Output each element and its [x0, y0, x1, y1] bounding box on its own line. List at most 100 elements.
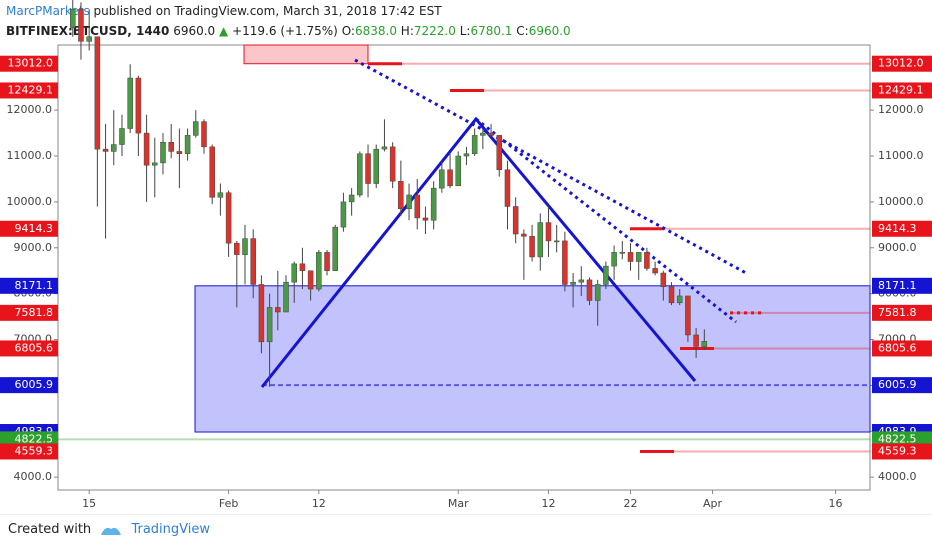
candle-body	[422, 217, 429, 221]
candle-body	[266, 307, 273, 343]
price-tag-label: 6805.6	[878, 341, 917, 354]
candle-body	[193, 121, 199, 136]
price-tag-label: 8171.1	[15, 279, 54, 292]
last-price: 6960.0	[173, 24, 216, 38]
symbol: BITFINEX:BTCUSD, 1440	[6, 24, 170, 38]
price-tag	[872, 443, 932, 460]
candle-body	[439, 169, 445, 189]
candle-body	[701, 341, 708, 348]
author[interactable]: MarcPMarkets	[6, 4, 90, 18]
candle-body	[340, 201, 347, 228]
candle-body	[414, 194, 420, 219]
y-tick-label: 10000.0	[878, 195, 924, 208]
price-tag	[0, 277, 58, 294]
price-tag	[0, 443, 58, 460]
price-tag-label: 6805.6	[15, 341, 54, 354]
candle-body	[184, 135, 191, 154]
logo	[101, 527, 122, 535]
price-tag	[0, 340, 58, 357]
candle-body	[488, 132, 494, 136]
candle-body	[471, 135, 478, 154]
x-tick-label: Apr	[703, 497, 723, 510]
candle-body	[685, 295, 691, 336]
price-tag	[0, 431, 58, 448]
candle-body	[521, 233, 527, 237]
y-tick-label: 9000.0	[14, 241, 53, 254]
price-tag-label: 6005.9	[15, 378, 54, 391]
candle-body	[447, 169, 453, 187]
candle-body	[594, 284, 601, 301]
candle-body	[250, 238, 256, 285]
y-tick-label: 10000.0	[7, 195, 53, 208]
c-value: 6960.0	[528, 24, 571, 38]
candle-body	[348, 194, 355, 203]
candle-body	[480, 132, 486, 136]
candle-body	[111, 144, 117, 152]
candle-body	[86, 36, 92, 42]
x-tick-label: 16	[829, 497, 843, 510]
candle-body	[652, 268, 658, 274]
plot-frame	[57, 44, 871, 491]
candle-body	[225, 192, 232, 244]
candle-body	[152, 162, 158, 166]
price-tag-label: 12429.1	[8, 83, 54, 96]
chart: 4000.04000.05000.05000.06000.06000.07000…	[0, 0, 932, 515]
candle-body	[324, 252, 330, 271]
candle-body	[78, 8, 84, 42]
candle-body	[176, 151, 183, 154]
header-line: MarcPMarkets published on TradingView.co…	[6, 4, 442, 18]
candle-body	[398, 181, 404, 210]
top-box	[243, 44, 369, 65]
y-tick-label: 11000.0	[878, 149, 924, 162]
change: +119.6 (+1.75%)	[232, 24, 338, 38]
candle-body	[316, 252, 322, 290]
candle-body	[258, 284, 265, 343]
candle-body	[586, 279, 593, 301]
trend-dotted	[354, 58, 747, 275]
candle-body	[242, 238, 248, 255]
candle-body	[143, 132, 150, 166]
y-tick-label: 4000.0	[878, 470, 917, 483]
price-tag-label: 9414.3	[878, 222, 917, 235]
candle-body	[619, 252, 626, 254]
candle-body	[307, 270, 314, 290]
candle-body	[160, 142, 166, 164]
candle-body	[373, 148, 379, 184]
o-value: 6838.0	[354, 24, 397, 38]
trend-dotted	[475, 117, 737, 324]
price-tag-label: 12429.1	[878, 83, 924, 96]
created-with: Created with	[8, 522, 92, 537]
candle-body	[275, 307, 281, 313]
price-tag-label: 13012.0	[878, 57, 924, 70]
candle-body	[512, 206, 519, 235]
price-tag-label: 8171.1	[878, 279, 917, 292]
brand[interactable]: TradingView	[131, 522, 210, 537]
candle-body	[496, 135, 503, 171]
y-tick-label: 12000.0	[878, 103, 924, 116]
candle-body	[430, 187, 437, 221]
price-tag-label: 9414.3	[15, 222, 54, 235]
candle-body	[570, 281, 576, 285]
price-tag	[872, 377, 932, 394]
candle-body	[693, 334, 699, 347]
y-tick-label: 11000.0	[7, 149, 53, 162]
candle-body	[127, 77, 133, 129]
candle-body	[283, 281, 289, 313]
l-label: L:	[459, 24, 471, 38]
candle-body	[676, 295, 683, 304]
price-tag	[872, 431, 932, 448]
candle-body	[578, 279, 585, 283]
candle-body	[381, 146, 388, 150]
candle-body	[209, 146, 215, 198]
price-tag-label: 6005.9	[878, 378, 917, 391]
x-tick-label: Mar	[448, 497, 469, 510]
price-tag-label: 7581.8	[878, 306, 917, 319]
candle-body	[537, 222, 544, 258]
candle-body	[644, 252, 650, 269]
candle-body	[455, 155, 462, 187]
h-label: H:	[400, 24, 414, 38]
candle-body	[635, 252, 642, 262]
candle-body	[357, 153, 363, 196]
candle-body	[603, 265, 609, 285]
